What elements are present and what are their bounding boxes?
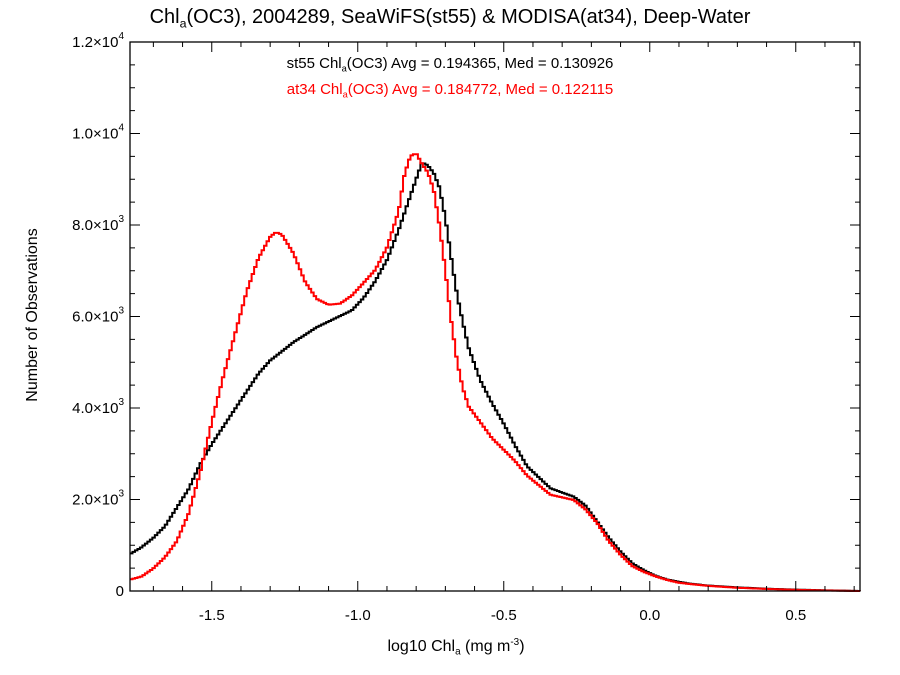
x-axis-unit-sup: -3	[510, 637, 520, 648]
title-subscript: a	[179, 16, 187, 31]
y-tick-label: 4.0×103	[72, 397, 124, 417]
stats-at34-label: at34 Chl	[286, 81, 343, 98]
x-tick-label: 0.0	[639, 607, 660, 624]
x-axis-unit-close: )	[519, 637, 525, 655]
y-tick-label: 0	[116, 583, 124, 600]
stats-st55: st55 Chla(OC3) Avg = 0.194365, Med = 0.1…	[0, 55, 900, 73]
plot-frame	[129, 41, 861, 592]
series-line-st55	[130, 162, 861, 592]
x-axis-label: log10 Chla (mg m-3)	[0, 637, 900, 657]
ticks-layer: -1.5 -1.0 -0.5 0.0 0.5 0 2.0×103 4.0×103 6.0×103…	[72, 31, 860, 624]
series-line-at34	[130, 153, 861, 592]
stats-at34-rest: (OC3) Avg = 0.184772, Med = 0.122115	[347, 81, 614, 98]
x-tick-label: 0.5	[785, 607, 806, 624]
x-tick-label: -1.0	[345, 607, 371, 624]
y-tick-label: 8.0×103	[72, 214, 124, 234]
x-axis-label-sub: a	[455, 646, 461, 658]
x-tick-label: -1.5	[199, 607, 225, 624]
series-layer	[130, 153, 861, 592]
stats-at34: at34 Chla(OC3) Avg = 0.184772, Med = 0.1…	[0, 81, 900, 99]
stats-st55-sub: a	[341, 63, 347, 74]
y-tick-label: 2.0×103	[72, 489, 124, 509]
stats-st55-label: st55 Chl	[286, 55, 342, 72]
x-tick-label: -0.5	[491, 607, 517, 624]
stats-at34-sub: a	[342, 89, 348, 100]
y-tick-label: 6.0×103	[72, 306, 124, 326]
title-rest: (OC3), 2004289, SeaWiFS(st55) & MODISA(a…	[186, 6, 751, 28]
x-axis-unit: (mg m	[460, 637, 511, 655]
title-prefix: Chl	[149, 6, 180, 28]
y-tick-label: 1.2×104	[72, 31, 124, 51]
y-tick-label: 1.0×104	[72, 123, 124, 143]
chart-title: Chla(OC3), 2004289, SeaWiFS(st55) & MODI…	[0, 6, 900, 30]
stats-st55-rest: (OC3) Avg = 0.194365, Med = 0.130926	[346, 55, 614, 72]
x-axis-label-text: log10 Chl	[387, 637, 456, 655]
